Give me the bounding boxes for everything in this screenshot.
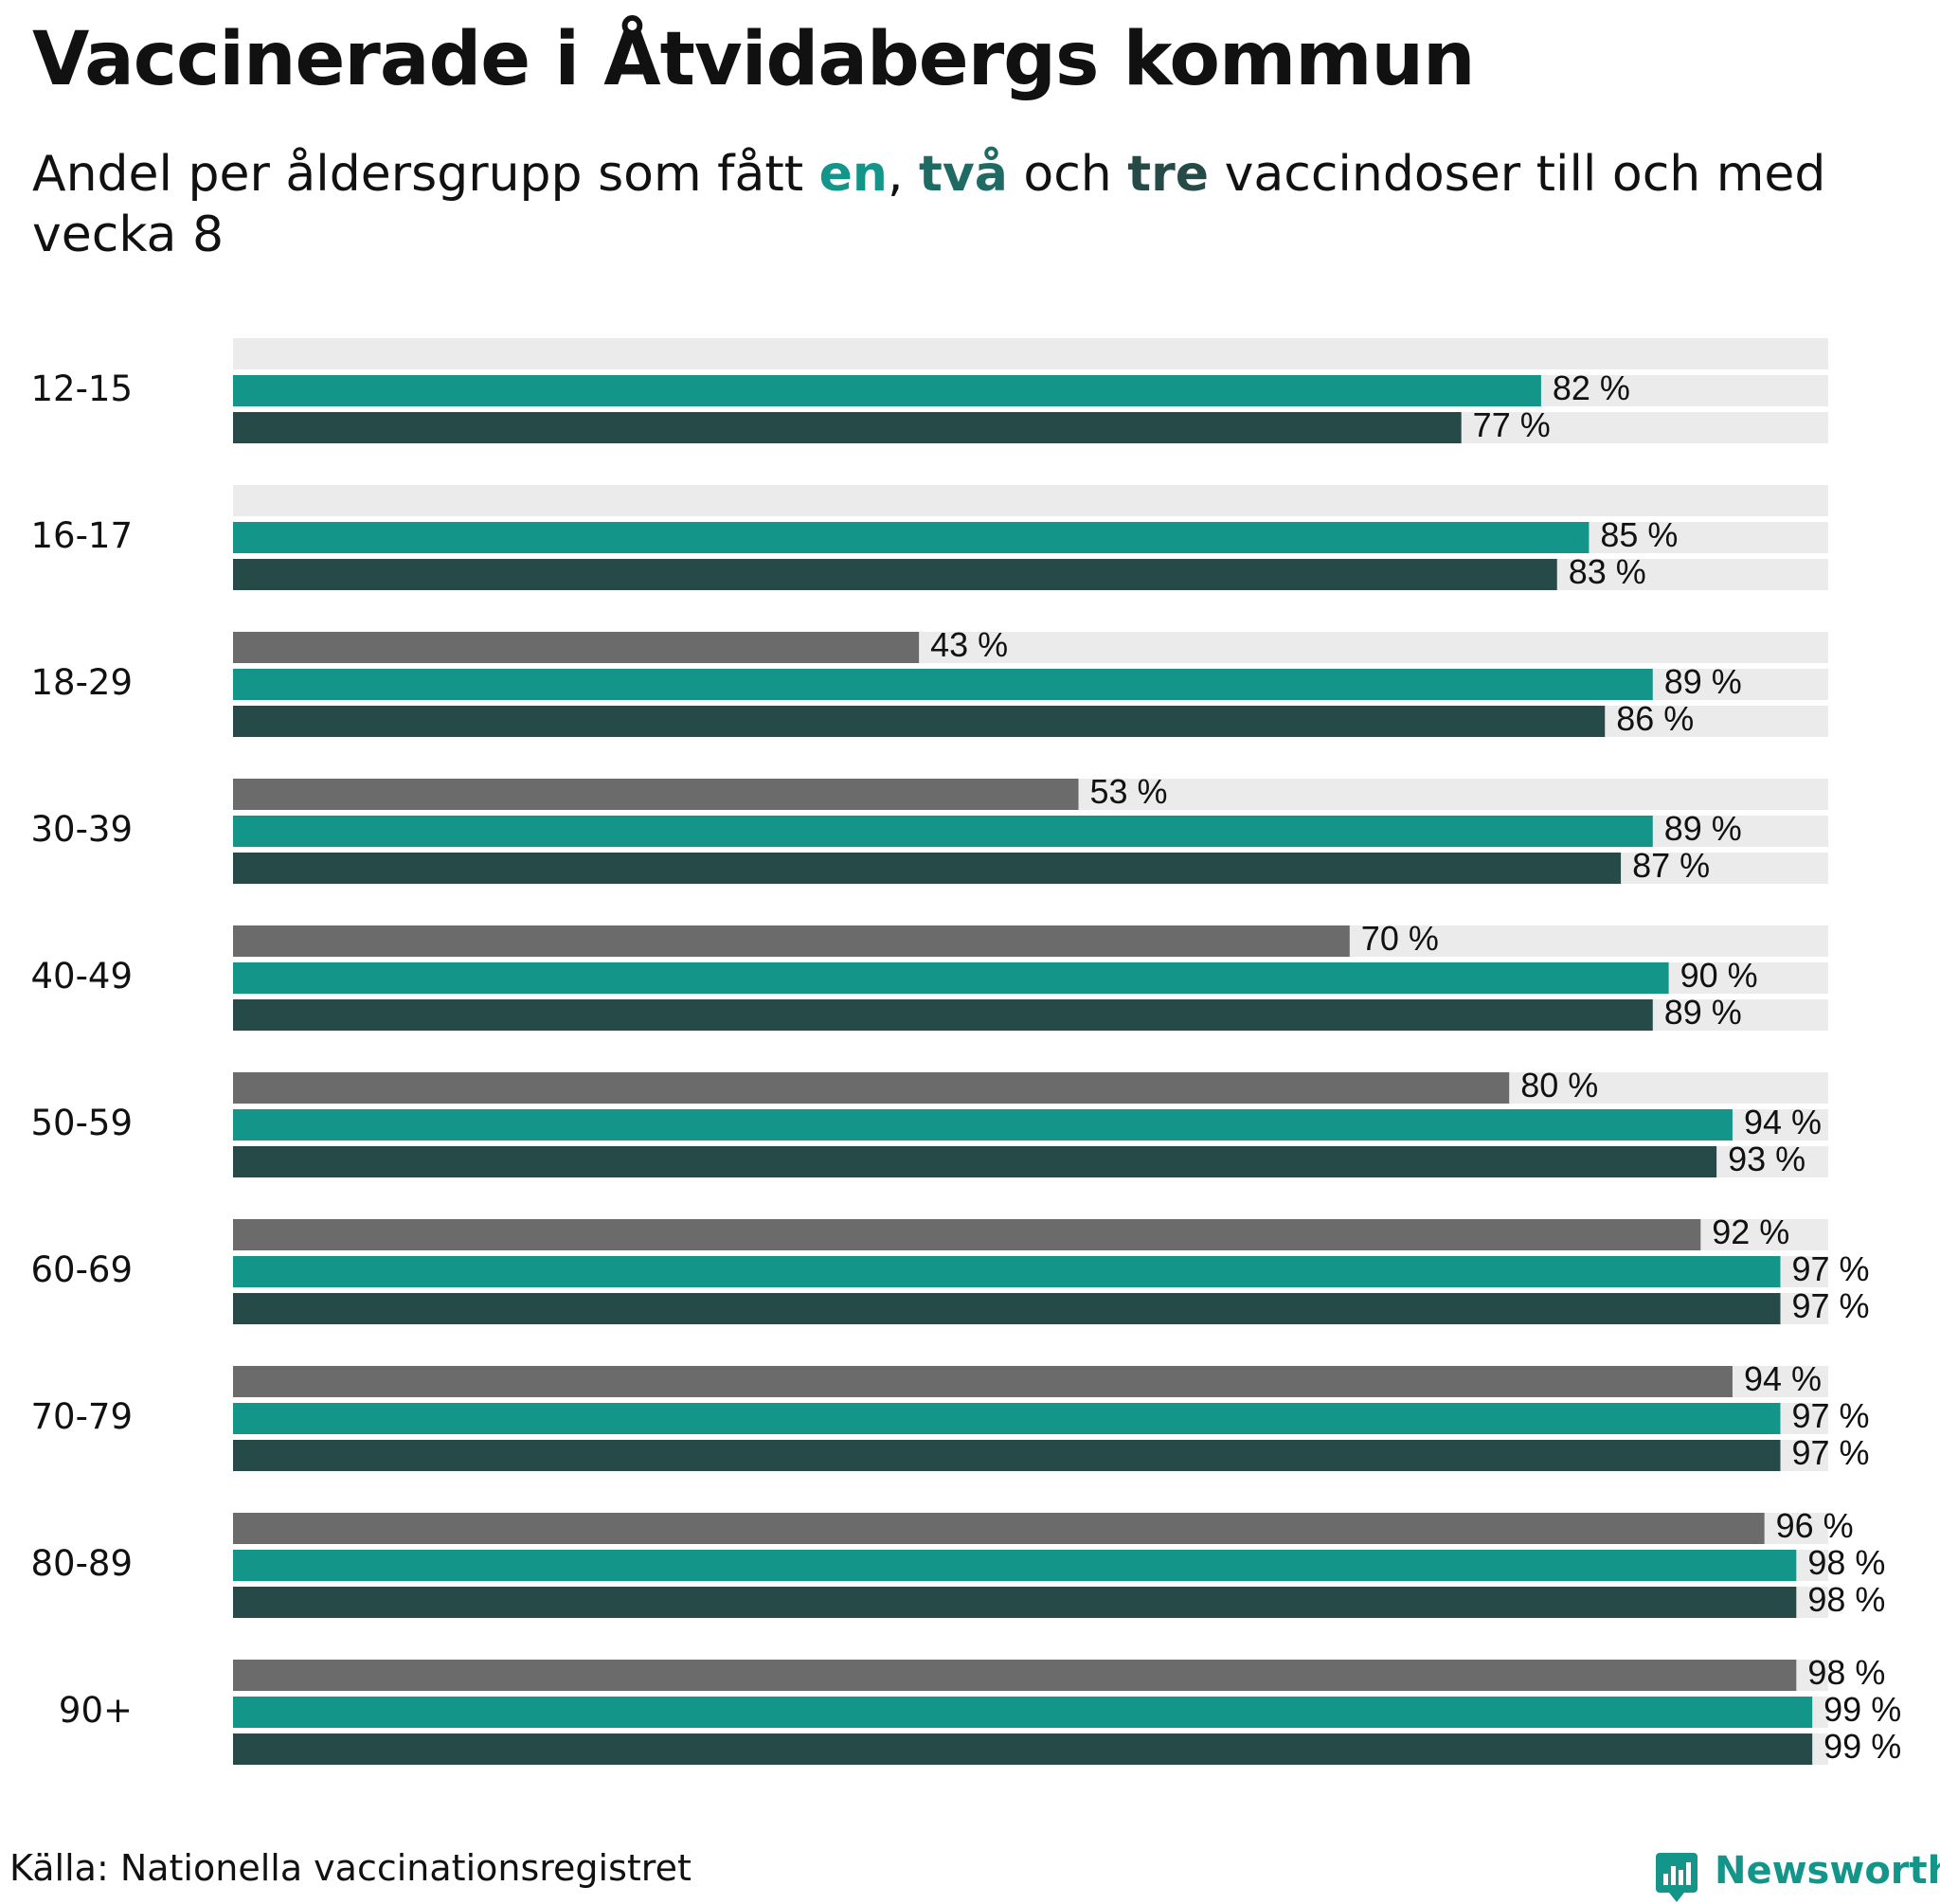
category-label: 30-39 bbox=[30, 809, 133, 850]
bar-två bbox=[233, 853, 1622, 884]
data-label: 97 % bbox=[1791, 1396, 1869, 1435]
data-label: 70 % bbox=[1361, 919, 1439, 958]
category-label: 60-69 bbox=[30, 1249, 133, 1290]
data-label: 86 % bbox=[1616, 699, 1694, 738]
category-label: 50-59 bbox=[30, 1103, 133, 1143]
data-label: 43 % bbox=[930, 625, 1008, 664]
brand-name: Newsworthy bbox=[1715, 1849, 1940, 1893]
data-label: 89 % bbox=[1664, 993, 1742, 1032]
data-label: 85 % bbox=[1600, 515, 1678, 554]
data-label: 96 % bbox=[1776, 1506, 1854, 1545]
bar-en bbox=[233, 1403, 1781, 1434]
category-label: 90+ bbox=[59, 1690, 133, 1731]
bar-tre bbox=[233, 779, 1079, 810]
bar-tre bbox=[233, 1660, 1797, 1691]
category-label: 18-29 bbox=[30, 662, 133, 703]
data-label: 80 % bbox=[1520, 1066, 1598, 1105]
data-label: 97 % bbox=[1791, 1286, 1869, 1325]
data-label: 93 % bbox=[1728, 1140, 1805, 1178]
subtitle-keyword-one-dose: en bbox=[818, 146, 888, 203]
bar-en bbox=[233, 1697, 1813, 1728]
data-label: 77 % bbox=[1473, 405, 1551, 444]
data-label: 97 % bbox=[1791, 1249, 1869, 1288]
data-label: 98 % bbox=[1807, 1580, 1885, 1619]
bar-en bbox=[233, 1109, 1733, 1141]
data-label: 94 % bbox=[1744, 1103, 1822, 1141]
data-label: 89 % bbox=[1664, 809, 1742, 848]
source-note: Källa: Nationella vaccinationsregistret bbox=[9, 1847, 692, 1889]
data-label: 87 % bbox=[1632, 846, 1710, 885]
bar-en bbox=[233, 1550, 1797, 1581]
bar-två bbox=[233, 1733, 1813, 1765]
bar-två bbox=[233, 1440, 1781, 1471]
data-label: 90 % bbox=[1680, 956, 1758, 995]
data-label: 82 % bbox=[1553, 368, 1630, 407]
bar-två bbox=[233, 706, 1606, 737]
chart-title: Vaccinerade i Åtvidabergs kommun bbox=[32, 17, 1476, 102]
subtitle-text-3: och bbox=[1007, 146, 1128, 203]
category-label: 80-89 bbox=[30, 1543, 133, 1584]
bar-en bbox=[233, 375, 1541, 406]
category-label: 70-79 bbox=[30, 1396, 133, 1437]
category-label: 40-49 bbox=[30, 956, 133, 997]
bar-tre bbox=[233, 1072, 1510, 1104]
data-label: 97 % bbox=[1791, 1433, 1869, 1472]
bar-en bbox=[233, 522, 1590, 553]
category-label: 12-15 bbox=[30, 368, 133, 409]
bar-tre bbox=[233, 925, 1350, 957]
chart-subtitle: Andel per åldersgrupp som fått en, två o… bbox=[32, 144, 1832, 265]
data-label: 89 % bbox=[1664, 662, 1742, 701]
bar-två bbox=[233, 1293, 1781, 1324]
subtitle-keyword-two-doses: två bbox=[919, 146, 1008, 203]
bar-en bbox=[233, 816, 1653, 847]
bar-en bbox=[233, 1256, 1781, 1287]
data-label: 83 % bbox=[1569, 552, 1646, 591]
data-label: 53 % bbox=[1090, 772, 1168, 811]
bar-tre bbox=[233, 1366, 1733, 1397]
bar-två bbox=[233, 1146, 1717, 1177]
bar-track bbox=[233, 485, 1828, 516]
bar-tre bbox=[233, 632, 920, 663]
data-label: 99 % bbox=[1823, 1727, 1901, 1766]
bar-två bbox=[233, 559, 1557, 590]
data-label: 94 % bbox=[1744, 1359, 1822, 1398]
bar-två bbox=[233, 1587, 1797, 1618]
bar-två bbox=[233, 999, 1653, 1031]
bar-tre bbox=[233, 1513, 1765, 1544]
data-label: 92 % bbox=[1712, 1212, 1789, 1251]
subtitle-text-4: vaccindoser till och med vecka 8 bbox=[32, 146, 1826, 263]
data-label: 98 % bbox=[1807, 1543, 1885, 1582]
bar-track bbox=[233, 338, 1828, 369]
bar-tre bbox=[233, 1219, 1701, 1250]
subtitle-keyword-three-doses: tre bbox=[1127, 146, 1210, 203]
bar-en bbox=[233, 962, 1669, 994]
subtitle-text-1: Andel per åldersgrupp som fått bbox=[32, 146, 819, 203]
data-label: 98 % bbox=[1807, 1653, 1885, 1692]
data-label: 99 % bbox=[1823, 1690, 1901, 1729]
bar-två bbox=[233, 412, 1462, 443]
category-label: 16-17 bbox=[30, 515, 133, 556]
bar-en bbox=[233, 669, 1653, 700]
newsworthy-logo-icon bbox=[1656, 1853, 1698, 1902]
subtitle-text-2: , bbox=[887, 146, 920, 203]
